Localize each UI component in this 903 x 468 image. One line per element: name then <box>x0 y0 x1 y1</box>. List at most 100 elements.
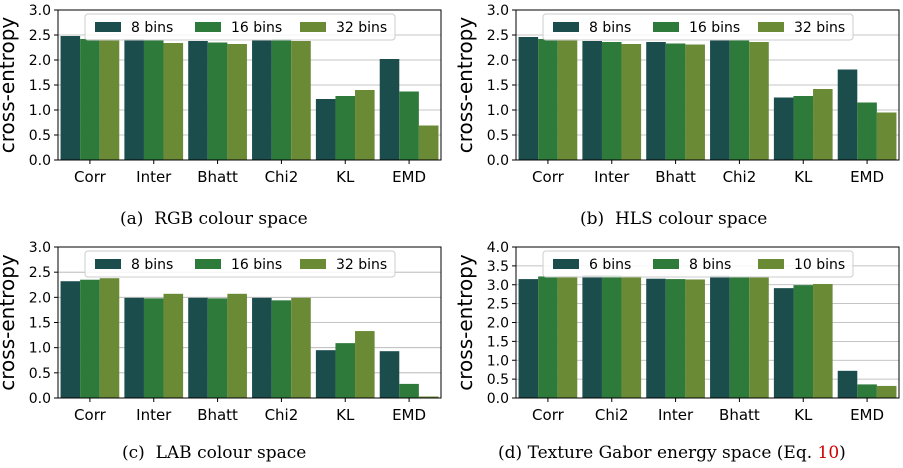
caption-b: (b) HLS colour space <box>580 209 767 229</box>
plot-frame <box>57 9 442 161</box>
bar <box>729 40 750 160</box>
bar <box>538 276 558 398</box>
bar <box>557 276 578 398</box>
bar <box>60 281 81 398</box>
x-tick-label: Bhatt <box>197 406 238 424</box>
y-tick-label: 1.0 <box>487 103 509 119</box>
x-tick-label: Bhatt <box>719 406 760 424</box>
legend-box <box>84 250 396 278</box>
bar <box>857 102 877 160</box>
legend-label: 32 bins <box>794 20 845 36</box>
y-tick-label: 0.0 <box>487 153 509 169</box>
bar <box>80 39 100 160</box>
bar <box>813 89 833 160</box>
bar <box>60 36 81 160</box>
bar <box>665 279 686 398</box>
caption-d: (d) Texture Gabor energy space (Eq. 10) <box>498 443 846 463</box>
bar <box>163 43 184 160</box>
x-tick-label: EMD <box>392 168 426 186</box>
bar <box>355 90 375 160</box>
bar <box>355 331 375 398</box>
bar <box>379 351 400 398</box>
y-tick-label: 1.0 <box>29 103 51 119</box>
caption-a-label: (a) <box>120 209 144 229</box>
bar <box>518 279 539 398</box>
legend-label: 16 bins <box>689 20 740 36</box>
y-tick-label: 0.5 <box>487 372 509 388</box>
x-tick-label: Inter <box>594 168 630 186</box>
y-tick-label: 0.5 <box>29 366 51 382</box>
y-tick-label: 2.5 <box>487 297 509 313</box>
y-tick-label: 3.0 <box>29 240 51 256</box>
legend-label: 10 bins <box>794 257 845 273</box>
y-tick-label: 0.0 <box>29 153 51 169</box>
caption-d-suffix: ) <box>839 443 846 463</box>
bar <box>857 384 877 398</box>
x-tick-label: Inter <box>136 406 172 424</box>
legend-label: 8 bins <box>131 20 173 36</box>
bar <box>710 275 730 398</box>
chart-panel-d: 0.0 0.5 1.0 1.5 2.0 2.5 3.0 3.5 4.0 Corr Chi2 Inter… <box>453 240 900 424</box>
legend-box <box>84 13 396 41</box>
legend: 8 bins 16 bins 32 bins <box>84 250 396 278</box>
bar <box>227 293 247 398</box>
x-tick-label: Corr <box>532 406 565 424</box>
bar <box>143 40 164 160</box>
bar <box>749 276 769 398</box>
bar <box>99 278 120 398</box>
bar <box>813 283 833 398</box>
y-tick-label: 1.5 <box>29 78 51 94</box>
x-tick-label: KL <box>336 406 355 424</box>
legend-swatch <box>95 259 121 269</box>
chart-panel-c: 0.0 0.5 1.0 1.5 2.0 2.5 3.0 Corr Inter Bhatt Chi2 K… <box>0 240 442 424</box>
y-tick-label: 1.5 <box>29 316 51 332</box>
bar <box>252 39 272 160</box>
x-tick-label: EMD <box>850 406 884 424</box>
bar <box>793 285 814 398</box>
legend-swatch <box>300 259 326 269</box>
legend-label: 32 bins <box>336 20 387 36</box>
caption-a: (a) RGB colour space <box>120 209 308 229</box>
y-tick-label: 2.0 <box>487 53 509 69</box>
legend-label: 6 bins <box>589 257 631 273</box>
bar <box>399 383 419 398</box>
bar <box>773 97 794 160</box>
bar <box>729 276 750 398</box>
y-axis-label: cross-entropy <box>453 254 477 391</box>
x-tick-label: Corr <box>532 168 565 186</box>
plot-frame <box>57 246 442 399</box>
y-tick-label: 3.0 <box>29 3 51 19</box>
bar <box>335 96 356 160</box>
bar <box>207 42 228 160</box>
y-tick-label: 0.0 <box>29 391 51 407</box>
y-tick-label: 1.0 <box>487 353 509 369</box>
legend-swatch <box>95 22 121 32</box>
caption-d-label: (d) <box>498 443 523 463</box>
y-tick-label: 1.5 <box>487 78 509 94</box>
y-tick-label: 0.5 <box>487 128 509 144</box>
x-tick-label: Chi2 <box>595 406 629 424</box>
x-tick-label: Inter <box>658 406 694 424</box>
legend: 8 bins 16 bins 32 bins <box>542 13 854 41</box>
legend-label: 8 bins <box>131 257 173 273</box>
bar <box>418 125 439 160</box>
equation-ref-link[interactable]: 10 <box>817 443 840 463</box>
bar <box>601 275 622 398</box>
bar <box>227 44 247 160</box>
x-tick-label: EMD <box>850 168 884 186</box>
caption-c-text: LAB colour space <box>155 443 307 463</box>
legend-swatch <box>553 259 579 269</box>
legend-label: 8 bins <box>589 20 631 36</box>
plot-frame <box>515 9 900 161</box>
y-tick-label: 0.5 <box>29 128 51 144</box>
bar <box>271 300 292 398</box>
bar <box>252 297 272 398</box>
y-tick-label: 2.5 <box>29 28 51 44</box>
bar <box>335 343 356 398</box>
chart-panel-b: 0.0 0.5 1.0 1.5 2.0 2.5 3.0 Corr Inter Bhatt Chi2 K… <box>453 3 900 186</box>
bar <box>582 41 602 160</box>
legend-swatch <box>553 22 579 32</box>
x-tick-label: Bhatt <box>197 168 238 186</box>
bar <box>291 297 311 398</box>
